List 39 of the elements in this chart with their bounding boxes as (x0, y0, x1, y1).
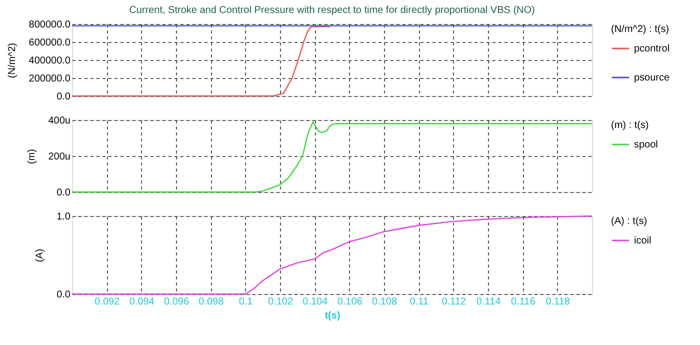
line-series (71, 215, 593, 295)
legend-label: spool (634, 140, 658, 150)
y-tick-label: 1.0 (56, 212, 71, 222)
x-tick-label: 0.094 (129, 296, 155, 308)
legend-label: psource (634, 72, 670, 84)
x-tick-label: 0.106 (337, 296, 363, 308)
y-tick-label: 0.0 (56, 92, 71, 102)
x-tick-label: 0.116 (511, 296, 536, 308)
line-series (71, 121, 593, 193)
y-axis-title: (A) (34, 248, 46, 262)
x-tick-label: 0.098 (198, 296, 224, 308)
y-axis-title: (N/m^2) (6, 42, 18, 78)
x-tick-label: 0.096 (164, 296, 190, 308)
y-tick-label: 0.0 (56, 290, 71, 300)
y-tick-label: 400000.0 (28, 56, 71, 66)
legend-label: pcontrol (634, 44, 670, 54)
x-tick-label: 0.118 (546, 296, 570, 308)
y-tick-label: 200u (48, 152, 70, 162)
legend-title: (A) : t(s) (611, 216, 648, 227)
x-tick-label: 0.112 (442, 296, 466, 308)
x-tick-label: 0.104 (302, 296, 328, 308)
x-axis-title: t(s) (324, 310, 340, 322)
line-series (71, 26, 331, 97)
y-axis-title: (m) (26, 149, 38, 164)
x-tick-label: 0.11 (410, 296, 429, 308)
chart-title: Current, Stroke and Control Pressure with respect to time for directly proportional VBS (NO) (129, 5, 535, 16)
y-tick-label: 0.0 (56, 188, 71, 198)
y-tick-label: 400u (48, 116, 70, 126)
y-tick-label: 200000.0 (28, 74, 71, 84)
x-tick-label: 0.114 (476, 296, 502, 308)
x-tick-label: 0.108 (372, 296, 398, 308)
legend-title: (m) : t(s) (611, 120, 649, 131)
x-tick-label: 0.092 (94, 296, 120, 308)
legend-title: (N/m^2) : t(s) (611, 24, 670, 35)
x-tick-label: 0.1 (238, 296, 254, 308)
y-tick-label: 600000.0 (28, 38, 71, 48)
y-tick-label: 800000.0 (28, 20, 71, 30)
x-tick-label: 0.102 (268, 296, 294, 308)
legend-label: icoil (634, 236, 652, 246)
